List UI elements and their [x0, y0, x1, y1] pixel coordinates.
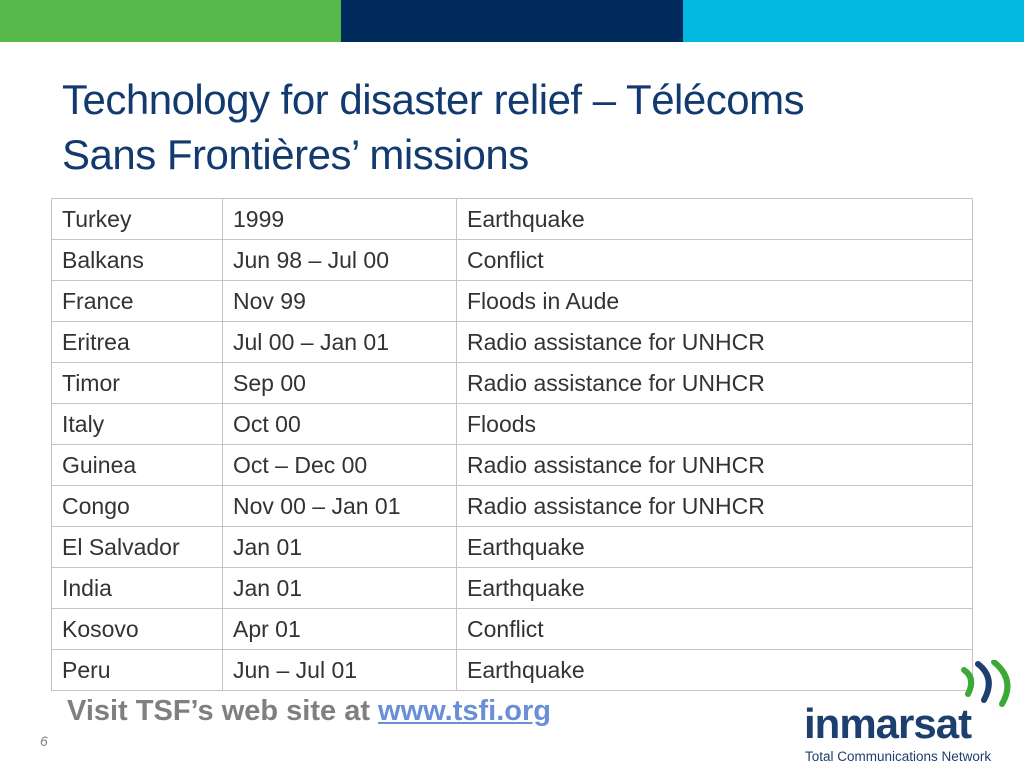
cell-country: Balkans: [51, 239, 223, 281]
cell-dates: Jun 98 – Jul 00: [222, 239, 457, 281]
page-number: 6: [40, 733, 48, 749]
top-bar-navy-segment: [341, 0, 683, 42]
table-row: Italy Oct 00 Floods: [51, 403, 973, 445]
table-row: France Nov 99 Floods in Aude: [51, 280, 973, 322]
cell-mission: Floods in Aude: [456, 280, 973, 322]
cell-dates: Oct – Dec 00: [222, 444, 457, 486]
slide-title: Technology for disaster relief – Télécom…: [62, 72, 982, 182]
table-row: Balkans Jun 98 – Jul 00 Conflict: [51, 239, 973, 281]
top-bar-green-segment: [0, 0, 341, 42]
website-link[interactable]: www.tsfi.org: [378, 695, 551, 727]
visit-website-line: Visit TSF’s web site at www.tsfi.org: [67, 695, 551, 728]
cell-dates: Jan 01: [222, 567, 457, 609]
cell-mission: Radio assistance for UNHCR: [456, 444, 973, 486]
cell-country: Italy: [51, 403, 223, 445]
missions-table-body: Turkey 1999 Earthquake Balkans Jun 98 – Jul …: [51, 198, 973, 691]
cell-country: Turkey: [51, 198, 223, 240]
cell-dates: Jul 00 – Jan 01: [222, 321, 457, 363]
cell-dates: Oct 00: [222, 403, 457, 445]
cell-country: Congo: [51, 485, 223, 527]
logo-brand-name: inmarsat: [804, 700, 972, 747]
cell-mission: Earthquake: [456, 198, 973, 240]
cell-country: Kosovo: [51, 608, 223, 650]
cell-dates: Jun – Jul 01: [222, 649, 457, 691]
cell-mission: Floods: [456, 403, 973, 445]
cell-country: Eritrea: [51, 321, 223, 363]
cell-mission: Earthquake: [456, 649, 973, 691]
cell-dates: Jan 01: [222, 526, 457, 568]
top-color-bar: [0, 0, 1024, 42]
cell-dates: Sep 00: [222, 362, 457, 404]
logo-tagline: Total Communications Network: [805, 749, 992, 764]
cell-dates: Nov 99: [222, 280, 457, 322]
table-row: El Salvador Jan 01 Earthquake: [51, 526, 973, 568]
cell-dates: Apr 01: [222, 608, 457, 650]
cell-country: Timor: [51, 362, 223, 404]
table-row: Guinea Oct – Dec 00 Radio assistance for U…: [51, 444, 973, 486]
cell-country: El Salvador: [51, 526, 223, 568]
cell-dates: 1999: [222, 198, 457, 240]
table-row: Kosovo Apr 01 Conflict: [51, 608, 973, 650]
cell-country: France: [51, 280, 223, 322]
cell-mission: Earthquake: [456, 526, 973, 568]
inmarsat-logo: inmarsat Total Communications Network: [800, 660, 1022, 768]
visit-text: Visit TSF’s web site at: [67, 695, 379, 727]
table-row: India Jan 01 Earthquake: [51, 567, 973, 609]
missions-table: Turkey 1999 Earthquake Balkans Jun 98 – Jul …: [51, 198, 973, 691]
slide-title-line-1: Technology for disaster relief – Télécom…: [62, 76, 805, 123]
signal-arcs-icon: [961, 660, 1011, 707]
top-bar-cyan-segment: [683, 0, 1024, 42]
slide-title-line-2: Sans Frontières’ missions: [62, 131, 529, 178]
cell-mission: Radio assistance for UNHCR: [456, 362, 973, 404]
cell-mission: Conflict: [456, 608, 973, 650]
table-row: Congo Nov 00 – Jan 01 Radio assistance for…: [51, 485, 973, 527]
cell-country: Guinea: [51, 444, 223, 486]
table-row: Turkey 1999 Earthquake: [51, 198, 973, 240]
cell-mission: Conflict: [456, 239, 973, 281]
cell-mission: Radio assistance for UNHCR: [456, 321, 973, 363]
cell-dates: Nov 00 – Jan 01: [222, 485, 457, 527]
cell-country: India: [51, 567, 223, 609]
table-row: Peru Jun – Jul 01 Earthquake: [51, 649, 973, 691]
cell-mission: Earthquake: [456, 567, 973, 609]
table-row: Eritrea Jul 00 – Jan 01 Radio assistance f…: [51, 321, 973, 363]
table-row: Timor Sep 00 Radio assistance for UNHCR: [51, 362, 973, 404]
cell-mission: Radio assistance for UNHCR: [456, 485, 973, 527]
cell-country: Peru: [51, 649, 223, 691]
